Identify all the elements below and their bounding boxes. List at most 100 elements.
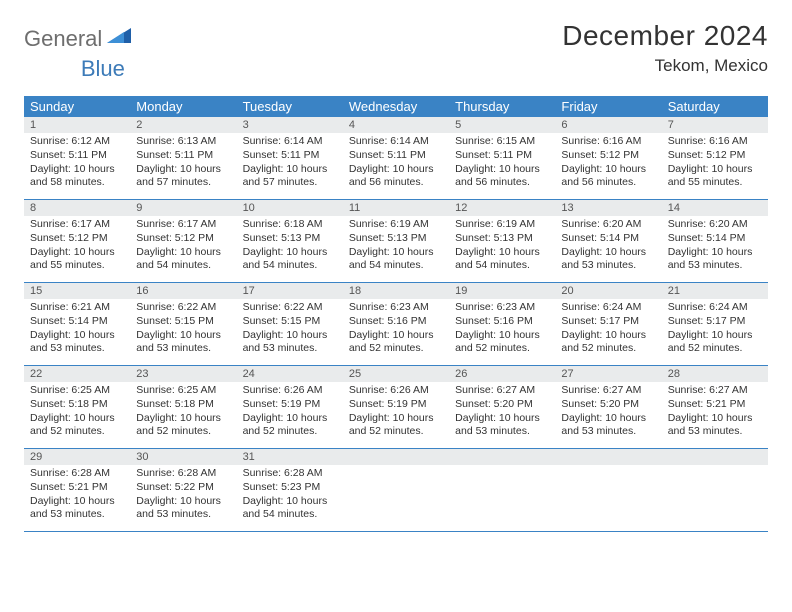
daylight-line: Daylight: 10 hours and 53 minutes. — [561, 412, 655, 439]
day-details: Sunrise: 6:12 AMSunset: 5:11 PMDaylight:… — [24, 133, 130, 194]
sunrise-line: Sunrise: 6:16 AM — [668, 135, 762, 149]
daylight-line: Daylight: 10 hours and 55 minutes. — [668, 163, 762, 190]
calendar-week: 15Sunrise: 6:21 AMSunset: 5:14 PMDayligh… — [24, 283, 768, 366]
day-number: 10 — [237, 200, 343, 216]
sunset-line: Sunset: 5:21 PM — [30, 481, 124, 495]
day-number: 2 — [130, 117, 236, 133]
calendar-day: 17Sunrise: 6:22 AMSunset: 5:15 PMDayligh… — [237, 283, 343, 365]
sunrise-line: Sunrise: 6:16 AM — [561, 135, 655, 149]
sunset-line: Sunset: 5:11 PM — [455, 149, 549, 163]
day-number: 22 — [24, 366, 130, 382]
sunset-line: Sunset: 5:11 PM — [349, 149, 443, 163]
daylight-line: Daylight: 10 hours and 57 minutes. — [136, 163, 230, 190]
sunrise-line: Sunrise: 6:20 AM — [561, 218, 655, 232]
sunrise-line: Sunrise: 6:20 AM — [668, 218, 762, 232]
daylight-line: Daylight: 10 hours and 54 minutes. — [455, 246, 549, 273]
daylight-line: Daylight: 10 hours and 52 minutes. — [243, 412, 337, 439]
sunset-line: Sunset: 5:11 PM — [136, 149, 230, 163]
sunrise-line: Sunrise: 6:25 AM — [136, 384, 230, 398]
day-details: Sunrise: 6:24 AMSunset: 5:17 PMDaylight:… — [662, 299, 768, 360]
sunrise-line: Sunrise: 6:25 AM — [30, 384, 124, 398]
page-title: December 2024 — [562, 20, 768, 52]
calendar-day: 8Sunrise: 6:17 AMSunset: 5:12 PMDaylight… — [24, 200, 130, 282]
logo-text-general: General — [24, 26, 102, 52]
day-number: 3 — [237, 117, 343, 133]
sunrise-line: Sunrise: 6:18 AM — [243, 218, 337, 232]
weekday-header-row: Sunday Monday Tuesday Wednesday Thursday… — [24, 96, 768, 117]
sunrise-line: Sunrise: 6:28 AM — [136, 467, 230, 481]
calendar-empty-cell — [555, 449, 661, 531]
sunrise-line: Sunrise: 6:22 AM — [243, 301, 337, 315]
day-number: 4 — [343, 117, 449, 133]
daylight-line: Daylight: 10 hours and 53 minutes. — [668, 246, 762, 273]
daylight-line: Daylight: 10 hours and 54 minutes. — [243, 495, 337, 522]
calendar-day: 6 Sunrise: 6:16 AMSunset: 5:12 PMDaylight… — [555, 117, 661, 199]
calendar-day: 1Sunrise: 6:12 AMSunset: 5:11 PMDaylight… — [24, 117, 130, 199]
sunset-line: Sunset: 5:15 PM — [136, 315, 230, 329]
day-number: 25 — [343, 366, 449, 382]
sunrise-line: Sunrise: 6:23 AM — [349, 301, 443, 315]
calendar-day: 24Sunrise: 6:26 AMSunset: 5:19 PMDayligh… — [237, 366, 343, 448]
sunset-line: Sunset: 5:14 PM — [30, 315, 124, 329]
day-number: 5 — [449, 117, 555, 133]
calendar-day: 5Sunrise: 6:15 AMSunset: 5:11 PMDaylight… — [449, 117, 555, 199]
sunset-line: Sunset: 5:12 PM — [561, 149, 655, 163]
day-number: 9 — [130, 200, 236, 216]
sunrise-line: Sunrise: 6:17 AM — [136, 218, 230, 232]
day-details: Sunrise: 6:19 AMSunset: 5:13 PMDaylight:… — [343, 216, 449, 277]
calendar-week: 22Sunrise: 6:25 AMSunset: 5:18 PMDayligh… — [24, 366, 768, 449]
calendar-week: 8Sunrise: 6:17 AMSunset: 5:12 PMDaylight… — [24, 200, 768, 283]
calendar-empty-cell — [343, 449, 449, 531]
daylight-line: Daylight: 10 hours and 53 minutes. — [455, 412, 549, 439]
day-details: Sunrise: 6:16 AMSunset: 5:12 PMDaylight:… — [662, 133, 768, 194]
day-details: Sunrise: 6:15 AMSunset: 5:11 PMDaylight:… — [449, 133, 555, 194]
calendar-body: 1Sunrise: 6:12 AMSunset: 5:11 PMDaylight… — [24, 117, 768, 532]
day-details: Sunrise: 6:26 AMSunset: 5:19 PMDaylight:… — [237, 382, 343, 443]
sunset-line: Sunset: 5:12 PM — [668, 149, 762, 163]
day-details: Sunrise: 6:20 AMSunset: 5:14 PMDaylight:… — [662, 216, 768, 277]
daylight-line: Daylight: 10 hours and 57 minutes. — [243, 163, 337, 190]
sunrise-line: Sunrise: 6:28 AM — [30, 467, 124, 481]
daylight-line: Daylight: 10 hours and 56 minutes. — [561, 163, 655, 190]
sunset-line: Sunset: 5:23 PM — [243, 481, 337, 495]
calendar-day: 14Sunrise: 6:20 AMSunset: 5:14 PMDayligh… — [662, 200, 768, 282]
weekday-friday: Friday — [555, 96, 661, 117]
sunrise-line: Sunrise: 6:17 AM — [30, 218, 124, 232]
sunset-line: Sunset: 5:22 PM — [136, 481, 230, 495]
daylight-line: Daylight: 10 hours and 56 minutes. — [455, 163, 549, 190]
day-number: 6 — [555, 117, 661, 133]
calendar-day: 27Sunrise: 6:27 AMSunset: 5:20 PMDayligh… — [555, 366, 661, 448]
weekday-sunday: Sunday — [24, 96, 130, 117]
sunrise-line: Sunrise: 6:22 AM — [136, 301, 230, 315]
day-number: 18 — [343, 283, 449, 299]
day-number: 16 — [130, 283, 236, 299]
sunset-line: Sunset: 5:13 PM — [455, 232, 549, 246]
sunset-line: Sunset: 5:17 PM — [561, 315, 655, 329]
calendar-day: 7Sunrise: 6:16 AMSunset: 5:12 PMDaylight… — [662, 117, 768, 199]
daylight-line: Daylight: 10 hours and 53 minutes. — [243, 329, 337, 356]
day-details: Sunrise: 6:21 AMSunset: 5:14 PMDaylight:… — [24, 299, 130, 360]
day-number: 29 — [24, 449, 130, 465]
calendar-day: 29Sunrise: 6:28 AMSunset: 5:21 PMDayligh… — [24, 449, 130, 531]
sunset-line: Sunset: 5:14 PM — [668, 232, 762, 246]
sunrise-line: Sunrise: 6:27 AM — [561, 384, 655, 398]
day-details: Sunrise: 6:27 AMSunset: 5:20 PMDaylight:… — [555, 382, 661, 443]
day-number: 8 — [24, 200, 130, 216]
daylight-line: Daylight: 10 hours and 52 minutes. — [455, 329, 549, 356]
daylight-line: Daylight: 10 hours and 52 minutes. — [136, 412, 230, 439]
daylight-line: Daylight: 10 hours and 58 minutes. — [30, 163, 124, 190]
day-details: Sunrise: 6:18 AMSunset: 5:13 PMDaylight:… — [237, 216, 343, 277]
calendar-day: 2Sunrise: 6:13 AMSunset: 5:11 PMDaylight… — [130, 117, 236, 199]
daylight-line: Daylight: 10 hours and 52 minutes. — [561, 329, 655, 356]
daylight-line: Daylight: 10 hours and 53 minutes. — [30, 329, 124, 356]
calendar-day: 4Sunrise: 6:14 AMSunset: 5:11 PMDaylight… — [343, 117, 449, 199]
daylight-line: Daylight: 10 hours and 54 minutes. — [136, 246, 230, 273]
sunrise-line: Sunrise: 6:23 AM — [455, 301, 549, 315]
sunrise-line: Sunrise: 6:28 AM — [243, 467, 337, 481]
daylight-line: Daylight: 10 hours and 52 minutes. — [349, 412, 443, 439]
heading-block: December 2024 Tekom, Mexico — [562, 20, 768, 76]
sunrise-line: Sunrise: 6:12 AM — [30, 135, 124, 149]
daylight-line: Daylight: 10 hours and 53 minutes. — [668, 412, 762, 439]
day-details: Sunrise: 6:14 AMSunset: 5:11 PMDaylight:… — [343, 133, 449, 194]
calendar-week: 29Sunrise: 6:28 AMSunset: 5:21 PMDayligh… — [24, 449, 768, 532]
